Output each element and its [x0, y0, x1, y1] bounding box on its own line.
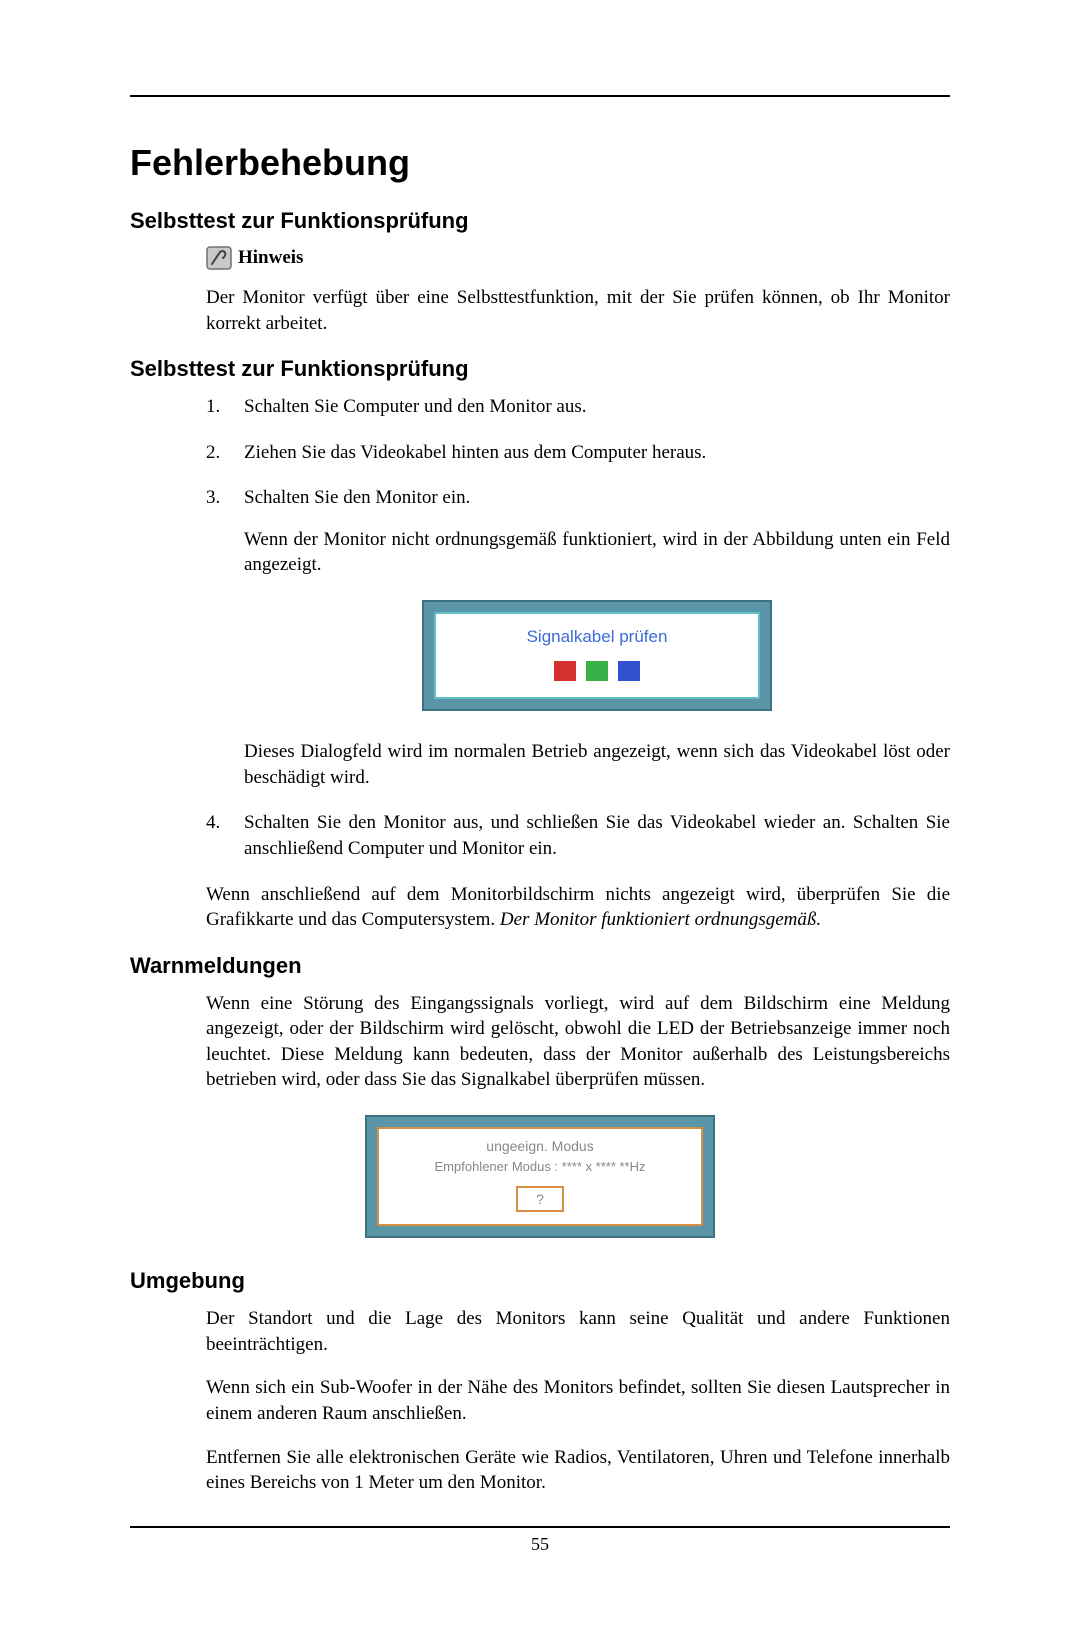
step-3-text-c: Dieses Dialogfeld wird im normalen Betri… — [244, 739, 950, 790]
osd-figure-2: ungeeign. Modus Empfohlener Modus : ****… — [130, 1115, 950, 1238]
osd-figure-1: Signalkabel prüfen — [244, 600, 950, 711]
osd-box-2: ungeeign. Modus Empfohlener Modus : ****… — [365, 1115, 715, 1238]
step-2-text: Ziehen Sie das Videokabel hinten aus dem… — [244, 440, 950, 466]
osd-1-blue-square — [618, 661, 640, 681]
page-title: Fehlerbehebung — [130, 139, 950, 188]
step-3: Schalten Sie den Monitor ein. Wenn der M… — [206, 485, 950, 790]
note-icon — [206, 246, 232, 270]
step-3-text-b: Wenn der Monitor nicht ordnungsgemäß fun… — [244, 527, 950, 578]
page-number: 55 — [130, 1532, 950, 1556]
top-rule — [130, 95, 950, 97]
osd-2-line-1: ungeeign. Modus — [387, 1137, 693, 1156]
osd-1-green-square — [586, 661, 608, 681]
warn-p1: Wenn eine Störung des Eingangssignals vo… — [206, 991, 950, 1094]
osd-box-2-inner: ungeeign. Modus Empfohlener Modus : ****… — [377, 1127, 703, 1226]
osd-1-message: Signalkabel prüfen — [444, 626, 750, 649]
env-p3: Entfernen Sie alle elektronischen Geräte… — [206, 1445, 950, 1496]
osd-1-squares — [444, 661, 750, 681]
osd-box-1: Signalkabel prüfen — [422, 600, 772, 711]
section-heading-warn: Warnmeldungen — [130, 951, 950, 981]
document-page: Fehlerbehebung Selbsttest zur Funktionsp… — [0, 0, 1080, 1636]
section-heading-selftest-2: Selbsttest zur Funktionsprüfung — [130, 354, 950, 384]
step-4: Schalten Sie den Monitor aus, und schlie… — [206, 810, 950, 861]
warn-block: Wenn eine Störung des Eingangssignals vo… — [206, 991, 950, 1094]
selftest-intro-block: Der Monitor verfügt über eine Selbsttest… — [206, 285, 950, 336]
selftest-closing-b: Der Monitor funktioniert ordnungsgemäß. — [500, 909, 821, 930]
osd-2-button: ? — [516, 1186, 564, 1213]
step-4-text: Schalten Sie den Monitor aus, und schlie… — [244, 810, 950, 861]
osd-1-red-square — [554, 661, 576, 681]
selftest-closing-block: Wenn anschließend auf dem Monitorbildsch… — [206, 882, 950, 933]
step-1-text: Schalten Sie Computer und den Monitor au… — [244, 394, 950, 420]
step-2: Ziehen Sie das Videokabel hinten aus dem… — [206, 440, 950, 466]
step-1: Schalten Sie Computer und den Monitor au… — [206, 394, 950, 420]
section-heading-env: Umgebung — [130, 1266, 950, 1296]
selftest-steps: Schalten Sie Computer und den Monitor au… — [206, 394, 950, 862]
hinweis-row: Hinweis — [206, 245, 950, 271]
selftest-closing: Wenn anschließend auf dem Monitorbildsch… — [206, 882, 950, 933]
selftest-intro: Der Monitor verfügt über eine Selbsttest… — [206, 285, 950, 336]
env-p1: Der Standort und die Lage des Monitors k… — [206, 1306, 950, 1357]
env-p2: Wenn sich ein Sub-Woofer in der Nähe des… — [206, 1375, 950, 1426]
env-block: Der Standort und die Lage des Monitors k… — [206, 1306, 950, 1496]
step-3-text-a: Schalten Sie den Monitor ein. — [244, 485, 950, 511]
section-heading-selftest-1: Selbsttest zur Funktionsprüfung — [130, 206, 950, 236]
hinweis-label: Hinweis — [238, 245, 303, 271]
osd-box-1-inner: Signalkabel prüfen — [434, 612, 760, 699]
osd-2-line-2: Empfohlener Modus : **** x **** **Hz — [387, 1158, 693, 1176]
